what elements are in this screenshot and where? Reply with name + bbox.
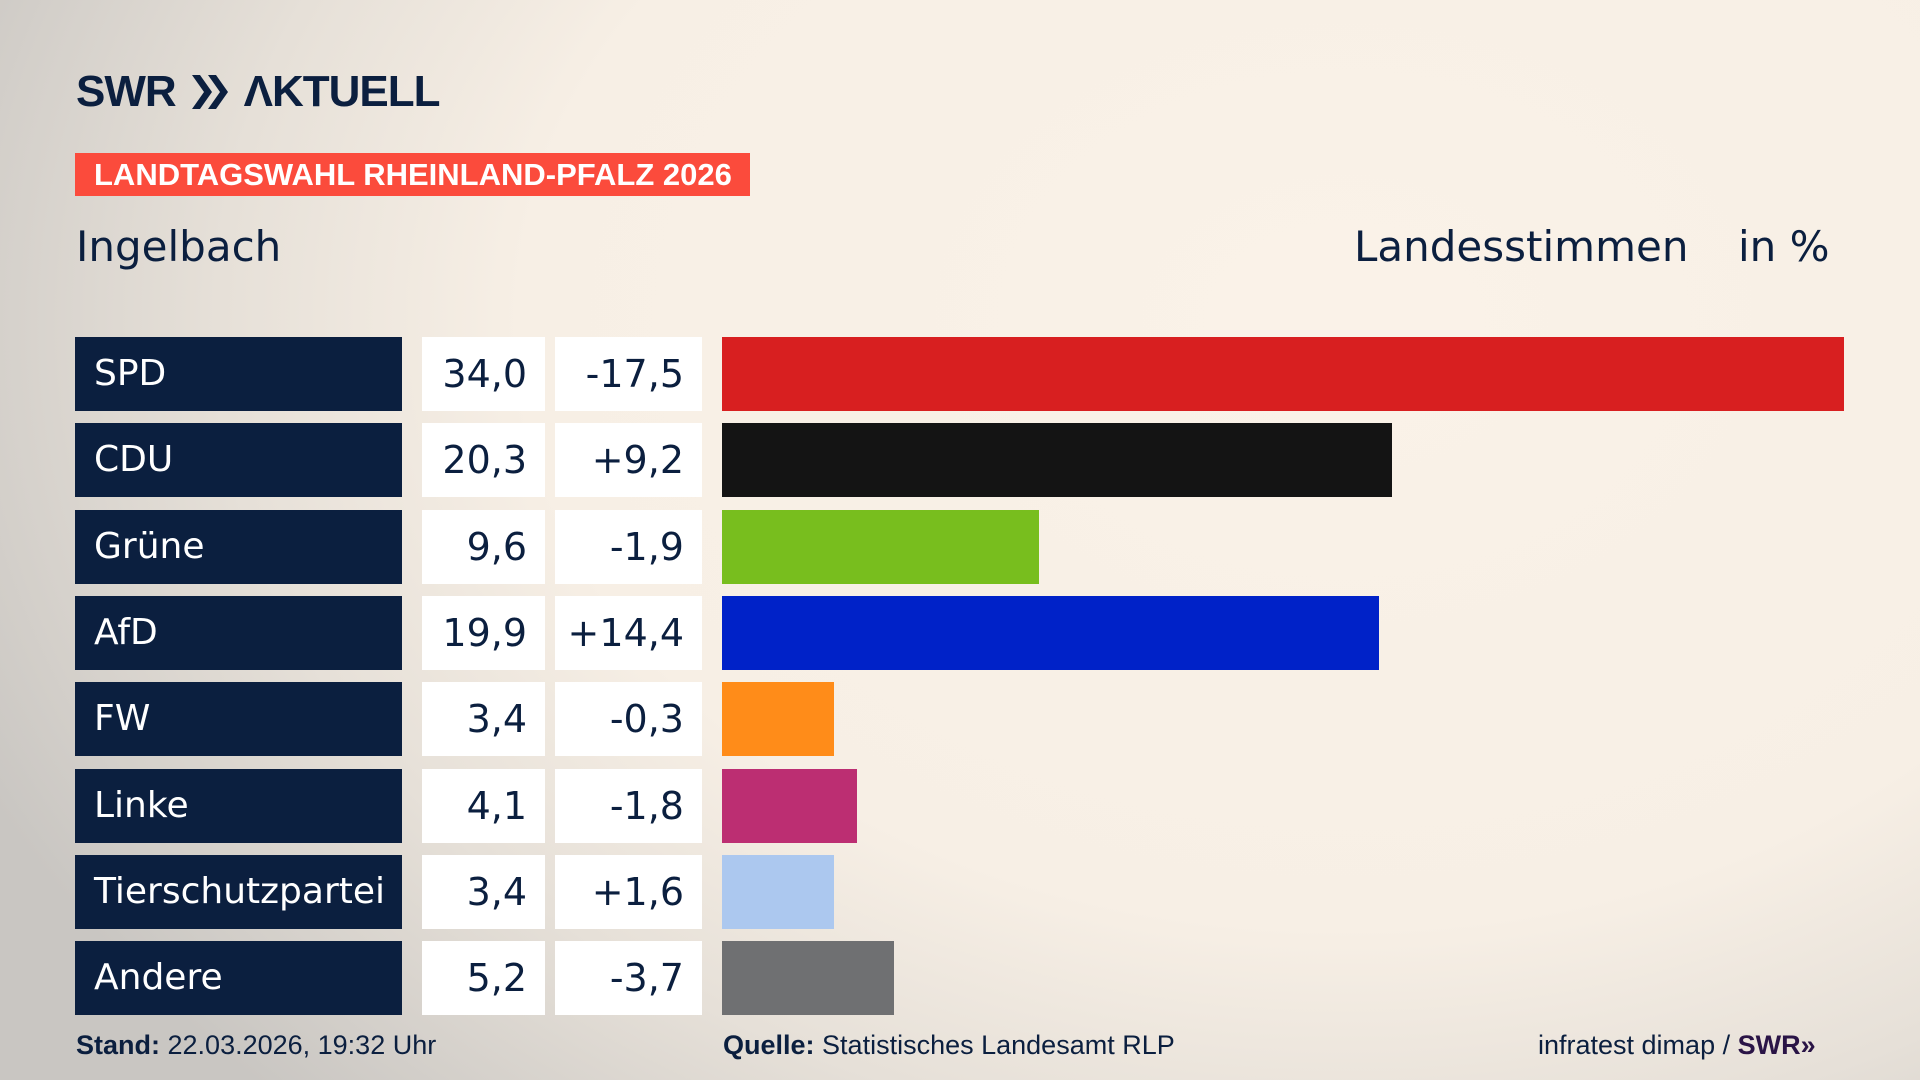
diff-label: +9,2 xyxy=(555,423,702,498)
source: Quelle: Statistisches Landesamt RLP xyxy=(723,1030,1175,1061)
result-row: Tierschutzpartei 3,4 +1,6 xyxy=(0,854,1920,929)
diff-label: -17,5 xyxy=(555,337,702,411)
value-label: 19,9 xyxy=(422,595,545,670)
value-label: 4,1 xyxy=(422,768,545,843)
bar-tierschutzpartei xyxy=(722,854,835,929)
bar-cdu xyxy=(722,423,1392,498)
chevrons-icon xyxy=(191,75,228,109)
result-row: SPD 34,0 -17,5 xyxy=(0,337,1920,411)
stand-label: Stand: xyxy=(76,1030,160,1060)
party-label: FW xyxy=(75,682,402,757)
party-label: Linke xyxy=(75,768,402,843)
bar-fw xyxy=(722,682,835,757)
election-banner: LANDTAGSWAHL RHEINLAND-PFALZ 2026 xyxy=(75,153,750,196)
result-row: FW 3,4 -0,3 xyxy=(0,682,1920,757)
party-label: CDU xyxy=(75,423,402,498)
credit-text: infratest dimap / xyxy=(1538,1030,1731,1060)
diff-label: -1,8 xyxy=(555,768,702,843)
diff-label: +1,6 xyxy=(555,854,702,929)
unit-label: in % xyxy=(1738,222,1830,271)
value-label: 20,3 xyxy=(422,423,545,498)
swr-aktuell-logo: SWR ΛKTUELL xyxy=(76,67,441,116)
swr-logo: SWR» xyxy=(1737,1030,1816,1060)
value-label: 9,6 xyxy=(422,509,545,584)
party-label: Grüne xyxy=(75,509,402,584)
value-label: 3,4 xyxy=(422,682,545,757)
diff-label: +14,4 xyxy=(555,595,702,670)
bar-linke xyxy=(722,768,858,843)
party-label: Tierschutzpartei xyxy=(75,854,402,929)
credit: infratest dimap / SWR» xyxy=(1538,1030,1816,1061)
region-title: Ingelbach xyxy=(76,222,282,271)
bar-afd xyxy=(722,595,1379,670)
source-value: Statistisches Landesamt RLP xyxy=(822,1030,1175,1060)
bar-spd xyxy=(722,337,1844,411)
result-row: AfD 19,9 +14,4 xyxy=(0,595,1920,670)
source-label: Quelle: xyxy=(723,1030,815,1060)
diff-label: -1,9 xyxy=(555,509,702,584)
stand-value: 22.03.2026, 19:32 Uhr xyxy=(167,1030,437,1060)
result-row: Grüne 9,6 -1,9 xyxy=(0,509,1920,584)
diff-label: -0,3 xyxy=(555,682,702,757)
party-label: AfD xyxy=(75,595,402,670)
value-label: 5,2 xyxy=(422,941,545,1016)
diff-label: -3,7 xyxy=(555,941,702,1016)
result-row: Linke 4,1 -1,8 xyxy=(0,768,1920,843)
value-label: 3,4 xyxy=(422,854,545,929)
measure-label: Landesstimmen xyxy=(1354,222,1689,271)
bar-andere xyxy=(722,941,894,1016)
timestamp: Stand: 22.03.2026, 19:32 Uhr xyxy=(76,1030,436,1061)
result-row: Andere 5,2 -3,7 xyxy=(0,941,1920,1016)
bar-grüne xyxy=(722,509,1039,584)
party-label: Andere xyxy=(75,941,402,1016)
value-label: 34,0 xyxy=(422,337,545,411)
party-label: SPD xyxy=(75,337,402,411)
result-row: CDU 20,3 +9,2 xyxy=(0,423,1920,498)
